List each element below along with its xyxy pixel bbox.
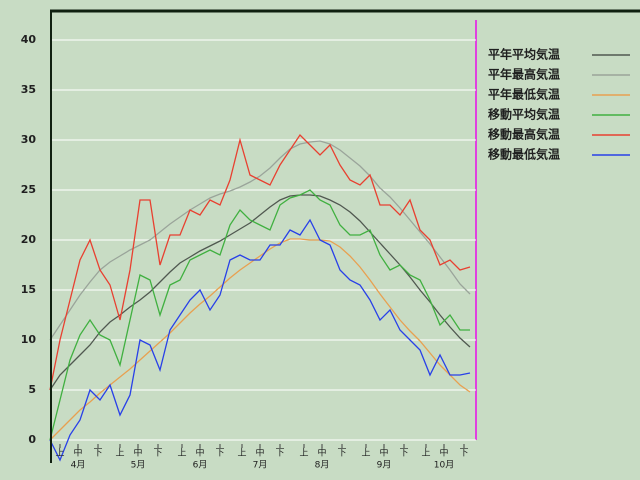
legend-label: 移動最低気温 bbox=[488, 147, 560, 162]
x-tick-label: 下 bbox=[153, 449, 162, 459]
legend-label: 移動最高気温 bbox=[488, 127, 560, 142]
y-tick-label: 15 bbox=[21, 283, 36, 296]
x-tick-label: 中 bbox=[195, 447, 204, 459]
y-tick-label: 5 bbox=[28, 383, 36, 396]
x-tick-label: 下 bbox=[215, 449, 224, 459]
y-tick-label: 30 bbox=[21, 133, 37, 146]
y-tick-label: 35 bbox=[21, 83, 36, 96]
series-line bbox=[49, 194, 471, 391]
y-tick-label: 10 bbox=[21, 333, 37, 346]
y-tick-label: 0 bbox=[28, 433, 36, 446]
series-line bbox=[49, 218, 471, 462]
x-tick-label: 上 bbox=[55, 448, 64, 459]
month-label: 5月 bbox=[131, 460, 146, 471]
series-line bbox=[49, 189, 470, 441]
x-tick-label: 上 bbox=[299, 448, 308, 459]
x-tick-label: 上 bbox=[115, 448, 124, 459]
x-tick-label: 上 bbox=[361, 448, 370, 459]
month-label: 10月 bbox=[434, 460, 454, 471]
x-tick-label: 下 bbox=[337, 449, 346, 459]
series-line bbox=[49, 140, 471, 341]
legend-label: 移動平均気温 bbox=[488, 107, 560, 122]
month-label: 8月 bbox=[315, 460, 330, 471]
x-tick-label: 上 bbox=[421, 448, 430, 459]
y-tick-label: 40 bbox=[21, 33, 37, 46]
series-line bbox=[49, 238, 471, 441]
x-tick-label: 中 bbox=[379, 447, 388, 459]
month-label: 9月 bbox=[377, 460, 392, 471]
x-tick-label: 上 bbox=[177, 448, 186, 459]
month-label: 7月 bbox=[253, 460, 268, 471]
x-tick-label: 中 bbox=[73, 447, 82, 459]
x-tick-label: 下 bbox=[399, 449, 408, 459]
x-tick-label: 中 bbox=[255, 447, 264, 459]
x-tick-label: 中 bbox=[439, 447, 448, 459]
month-label: 4月 bbox=[71, 460, 86, 471]
y-tick-label: 20 bbox=[21, 233, 37, 246]
series-line bbox=[49, 133, 471, 391]
legend-label: 平年平均気温 bbox=[488, 47, 560, 62]
month-label: 6月 bbox=[193, 460, 208, 471]
x-tick-label: 下 bbox=[459, 449, 468, 459]
legend-label: 平年最高気温 bbox=[488, 67, 560, 82]
x-tick-label: 上 bbox=[237, 448, 246, 459]
y-tick-label: 25 bbox=[21, 183, 36, 196]
x-tick-label: 下 bbox=[275, 449, 284, 459]
x-tick-label: 下 bbox=[93, 449, 102, 459]
x-tick-label: 中 bbox=[133, 447, 142, 459]
x-tick-label: 中 bbox=[317, 447, 326, 459]
legend-label: 平年最低気温 bbox=[488, 87, 560, 102]
